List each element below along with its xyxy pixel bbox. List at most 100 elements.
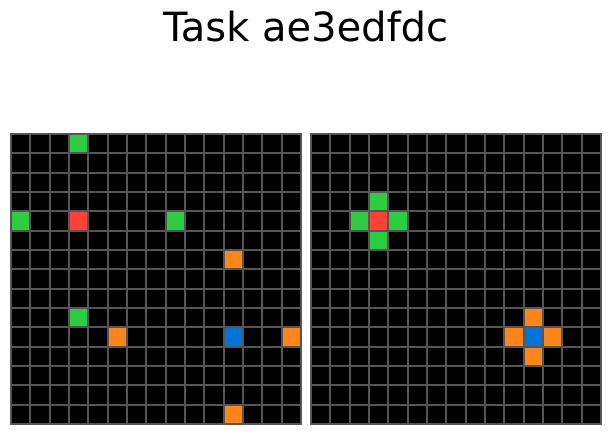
input-cell-r2-c4 (88, 172, 108, 192)
input-cell-r0-c14 (281, 134, 301, 154)
output-cell-r7-c3 (369, 269, 389, 289)
output-cell-r7-c0 (311, 269, 331, 289)
output-cell-r12-c0 (311, 366, 331, 386)
input-cell-r10-c3 (69, 327, 89, 347)
input-cell-r0-c1 (30, 134, 50, 154)
input-cell-r11-c6 (127, 346, 147, 366)
output-cell-r4-c8 (465, 211, 485, 231)
input-cell-r13-c11 (223, 385, 243, 405)
input-cell-r4-c9 (185, 211, 205, 231)
input-cell-r6-c8 (165, 250, 185, 270)
output-cell-r10-c1 (330, 327, 350, 347)
input-cell-r8-c4 (88, 288, 108, 308)
input-cell-r10-c8 (165, 327, 185, 347)
output-cell-r2-c14 (581, 172, 601, 192)
input-cell-r1-c0 (11, 153, 31, 173)
output-cell-r8-c14 (581, 288, 601, 308)
input-cell-r11-c10 (204, 346, 224, 366)
input-cell-r0-c4 (88, 134, 108, 154)
input-cell-r6-c14 (281, 250, 301, 270)
output-cell-r3-c6 (427, 192, 447, 212)
output-cell-r6-c7 (446, 250, 466, 270)
output-cell-r5-c6 (427, 230, 447, 250)
input-cell-r2-c6 (127, 172, 147, 192)
output-cell-r9-c13 (562, 308, 582, 328)
output-cell-r11-c11 (523, 346, 543, 366)
output-cell-r3-c5 (407, 192, 427, 212)
input-cell-r8-c9 (185, 288, 205, 308)
input-cell-r12-c0 (11, 366, 31, 386)
output-cell-r2-c5 (407, 172, 427, 192)
output-cell-r9-c11 (523, 308, 543, 328)
output-cell-r12-c11 (523, 366, 543, 386)
input-cell-r11-c11 (223, 346, 243, 366)
input-cell-r13-c14 (281, 385, 301, 405)
input-cell-r5-c0 (11, 230, 31, 250)
input-cell-r4-c12 (243, 211, 263, 231)
input-cell-r4-c14 (281, 211, 301, 231)
output-cell-r8-c0 (311, 288, 331, 308)
output-cell-r9-c9 (485, 308, 505, 328)
output-cell-r0-c7 (446, 134, 466, 154)
input-cell-r1-c10 (204, 153, 224, 173)
output-cell-r3-c12 (543, 192, 563, 212)
input-cell-r4-c1 (30, 211, 50, 231)
output-cell-r1-c12 (543, 153, 563, 173)
input-cell-r11-c8 (165, 346, 185, 366)
output-cell-r10-c5 (407, 327, 427, 347)
input-cell-r10-c9 (185, 327, 205, 347)
output-cell-r9-c0 (311, 308, 331, 328)
output-cell-r7-c7 (446, 269, 466, 289)
input-cell-r3-c13 (262, 192, 282, 212)
input-cell-r9-c11 (223, 308, 243, 328)
output-cell-r9-c6 (427, 308, 447, 328)
input-cell-r3-c12 (243, 192, 263, 212)
input-cell-r11-c4 (88, 346, 108, 366)
input-cell-r9-c14 (281, 308, 301, 328)
input-cell-r2-c12 (243, 172, 263, 192)
input-cell-r9-c1 (30, 308, 50, 328)
output-cell-r5-c5 (407, 230, 427, 250)
input-cell-r7-c14 (281, 269, 301, 289)
output-cell-r13-c14 (581, 385, 601, 405)
output-cell-r12-c7 (446, 366, 466, 386)
output-cell-r12-c10 (504, 366, 524, 386)
input-cell-r1-c11 (223, 153, 243, 173)
input-cell-r10-c10 (204, 327, 224, 347)
input-cell-r14-c14 (281, 404, 301, 424)
input-cell-r8-c3 (69, 288, 89, 308)
input-cell-r1-c6 (127, 153, 147, 173)
input-cell-r2-c11 (223, 172, 243, 192)
output-cell-r5-c11 (523, 230, 543, 250)
output-cell-r4-c2 (349, 211, 369, 231)
output-cell-r4-c3 (369, 211, 389, 231)
output-cell-r9-c1 (330, 308, 350, 328)
input-cell-r14-c9 (185, 404, 205, 424)
output-cell-r10-c2 (349, 327, 369, 347)
input-cell-r11-c0 (11, 346, 31, 366)
output-cell-r2-c3 (369, 172, 389, 192)
input-cell-r0-c3 (69, 134, 89, 154)
input-cell-r13-c13 (262, 385, 282, 405)
output-cell-r4-c7 (446, 211, 466, 231)
input-cell-r12-c5 (107, 366, 127, 386)
output-cell-r11-c1 (330, 346, 350, 366)
output-cell-r12-c1 (330, 366, 350, 386)
output-cell-r12-c9 (485, 366, 505, 386)
output-cell-r14-c4 (388, 404, 408, 424)
input-cell-r10-c5 (107, 327, 127, 347)
input-cell-r0-c9 (185, 134, 205, 154)
input-cell-r1-c2 (49, 153, 69, 173)
input-cell-r1-c13 (262, 153, 282, 173)
output-cell-r6-c2 (349, 250, 369, 270)
input-cell-r5-c4 (88, 230, 108, 250)
output-cell-r9-c3 (369, 308, 389, 328)
input-cell-r7-c3 (69, 269, 89, 289)
input-cell-r5-c6 (127, 230, 147, 250)
output-cell-r13-c7 (446, 385, 466, 405)
output-cell-r2-c11 (523, 172, 543, 192)
input-cell-r8-c0 (11, 288, 31, 308)
output-cell-r14-c6 (427, 404, 447, 424)
output-cell-r10-c6 (427, 327, 447, 347)
output-cell-r0-c12 (543, 134, 563, 154)
